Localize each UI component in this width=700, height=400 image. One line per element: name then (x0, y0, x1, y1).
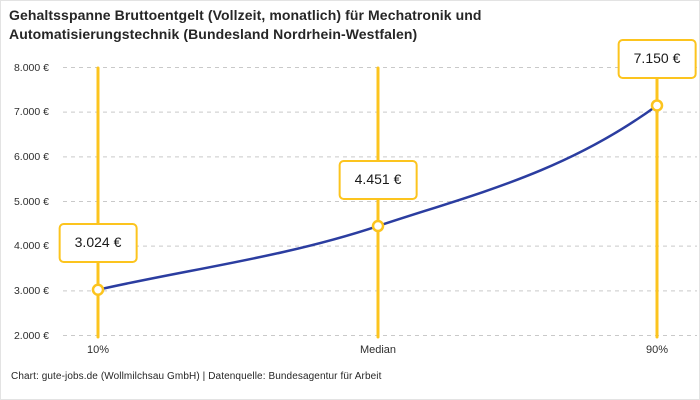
y-tick-label: 8.000 € (13, 61, 49, 74)
y-tick-label: 3.000 € (13, 284, 49, 297)
data-point-Median (371, 219, 385, 233)
value-callout-10%: 3.024 € (58, 223, 138, 264)
value-callout-90%: 7.150 € (617, 38, 697, 79)
y-tick-label: 7.000 € (13, 106, 49, 119)
y-tick-label: 6.000 € (13, 150, 49, 163)
y-tick-label: 2.000 € (13, 329, 49, 342)
y-tick-label: 5.000 € (13, 195, 49, 208)
x-tick-label-10%: 10% (86, 344, 110, 356)
x-tick-label-90%: 90% (645, 344, 669, 356)
data-point-10% (91, 283, 105, 297)
data-point-90% (650, 99, 664, 112)
y-tick-label: 4.000 € (13, 240, 49, 253)
value-callout-Median: 4.451 € (338, 159, 418, 200)
chart-credit: Chart: gute-jobs.de (Wollmilchsau GmbH) … (11, 371, 382, 382)
chart-title: Gehaltsspanne Bruttoentgelt (Vollzeit, m… (9, 7, 482, 42)
x-tick-label-Median: Median (359, 344, 397, 356)
